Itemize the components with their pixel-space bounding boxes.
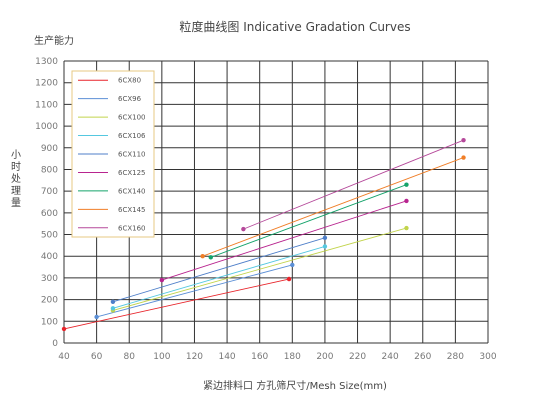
y-axis-label-top: 生产能力 [34,36,74,47]
x-tick-label: 300 [479,352,496,362]
data-point-6cx100 [404,225,409,231]
y-axis-label-side: 小时处理量 [11,150,21,209]
y-tick-label: 1100 [35,100,58,110]
y-tick-label: 300 [41,274,58,284]
y-tick-label: 700 [41,187,58,197]
y-tick-label: 500 [41,231,58,241]
y-tick-label: 1300 [35,57,58,67]
data-point-6cx80 [61,326,67,332]
legend-label: 6CX160 [118,224,146,232]
x-tick-label: 240 [382,352,399,362]
legend-label: 6CX110 [118,151,146,159]
y-tick-label: 0 [52,339,58,349]
data-point-6cx145 [461,155,466,160]
x-tick-label: 40 [58,352,70,362]
series-line-6cx80 [63,278,290,330]
x-tick-label: 160 [251,352,268,362]
x-tick-label: 180 [284,352,301,362]
y-tick-label: 200 [41,296,58,306]
y-tick-label: 1200 [35,79,58,89]
y-tick-label: 600 [41,209,58,219]
y-tick-label: 1000 [35,122,58,132]
chart-title: 粒度曲线图 Indicative Gradation Curves [179,20,411,34]
data-point-6cx160 [461,137,466,143]
x-tick-label: 140 [218,352,235,362]
data-point-6cx96 [290,262,295,268]
data-point-6cx160 [241,226,246,232]
x-tick-label: 80 [124,352,136,362]
legend-label: 6CX140 [118,187,146,195]
series-line-6cx140 [210,184,407,258]
data-point-6cx106 [322,244,328,249]
data-point-6cx110 [322,235,328,240]
x-tick-label: 60 [91,352,103,362]
legend-label: 6CX80 [118,77,141,85]
data-point-6cx125 [404,198,409,204]
y-tick-label: 900 [41,144,58,154]
data-point-6cx110 [110,299,116,304]
series-line-6cx110 [112,237,326,303]
data-point-6cx125 [159,277,165,283]
x-tick-label: 100 [153,352,170,362]
legend-label: 6CX125 [118,169,146,177]
data-point-6cx106 [110,306,116,311]
x-tick-label: 200 [316,352,333,362]
y-tick-label: 800 [41,165,58,175]
data-point-6cx96 [94,314,99,320]
x-tick-label: 260 [414,352,431,362]
legend-label: 6CX100 [118,114,146,122]
data-point-6cx80 [286,276,292,282]
x-tick-label: 220 [349,352,366,362]
y-tick-label: 400 [41,252,58,262]
legend-label: 6CX145 [118,206,146,214]
series-line-6cx106 [112,246,326,309]
y-tick-label: 100 [41,317,58,327]
series-line-6cx145 [202,157,464,257]
series-line-6cx100 [112,227,407,311]
data-point-6cx140 [404,182,409,187]
legend-label: 6CX96 [118,95,142,103]
series-line-6cx160 [243,139,464,230]
data-point-6cx145 [200,254,205,259]
series-line-6cx125 [161,200,407,281]
series-line-6cx96 [96,264,293,318]
data-point-6cx140 [208,255,213,260]
x-tick-label: 280 [447,352,464,362]
legend-label: 6CX106 [118,132,146,140]
x-tick-label: 120 [186,352,203,362]
x-axis-label: 紧边排料口 方孔筛尺寸/Mesh Size(mm) [203,381,387,392]
